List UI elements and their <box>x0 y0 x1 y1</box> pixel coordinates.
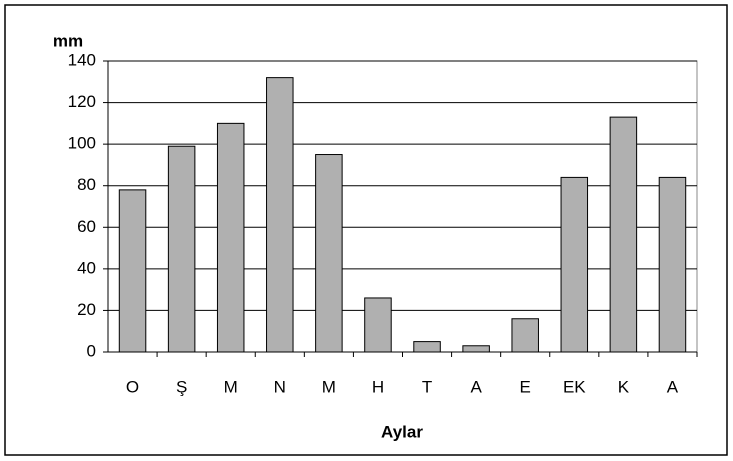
bar <box>413 341 441 353</box>
y-tick-label: 40 <box>77 258 96 277</box>
x-tick-label: A <box>667 377 679 396</box>
x-tick-label: E <box>520 377 531 396</box>
bar <box>315 154 343 353</box>
x-tick-label: H <box>372 377 384 396</box>
x-tick-label: Ş <box>176 377 187 396</box>
bar <box>658 176 687 353</box>
y-tick-label: 100 <box>68 134 96 153</box>
x-axis-label: Aylar <box>381 422 423 441</box>
bar <box>118 189 147 353</box>
y-tick-label: 80 <box>77 175 96 194</box>
x-tick-label: O <box>126 377 139 396</box>
x-tick-label: EK <box>563 377 586 396</box>
bar <box>216 122 245 353</box>
y-tick-label: 60 <box>77 217 96 236</box>
x-tick-label: T <box>422 377 432 396</box>
y-tick-label: 20 <box>77 300 96 319</box>
x-tick-label: K <box>618 377 630 396</box>
x-tick-label: A <box>470 377 482 396</box>
bar <box>609 116 638 353</box>
bar <box>364 297 392 353</box>
x-tick-label: M <box>322 377 336 396</box>
y-axis-label: mm <box>53 31 83 50</box>
y-tick-label: 140 <box>68 50 96 69</box>
x-tick-label: N <box>274 377 286 396</box>
y-tick-label: 0 <box>87 341 96 360</box>
bar <box>266 77 294 353</box>
bar <box>462 345 490 353</box>
bar <box>511 318 539 353</box>
y-tick-label: 120 <box>68 92 96 111</box>
bar <box>560 176 589 353</box>
bar <box>167 145 196 353</box>
x-tick-label: M <box>224 377 238 396</box>
